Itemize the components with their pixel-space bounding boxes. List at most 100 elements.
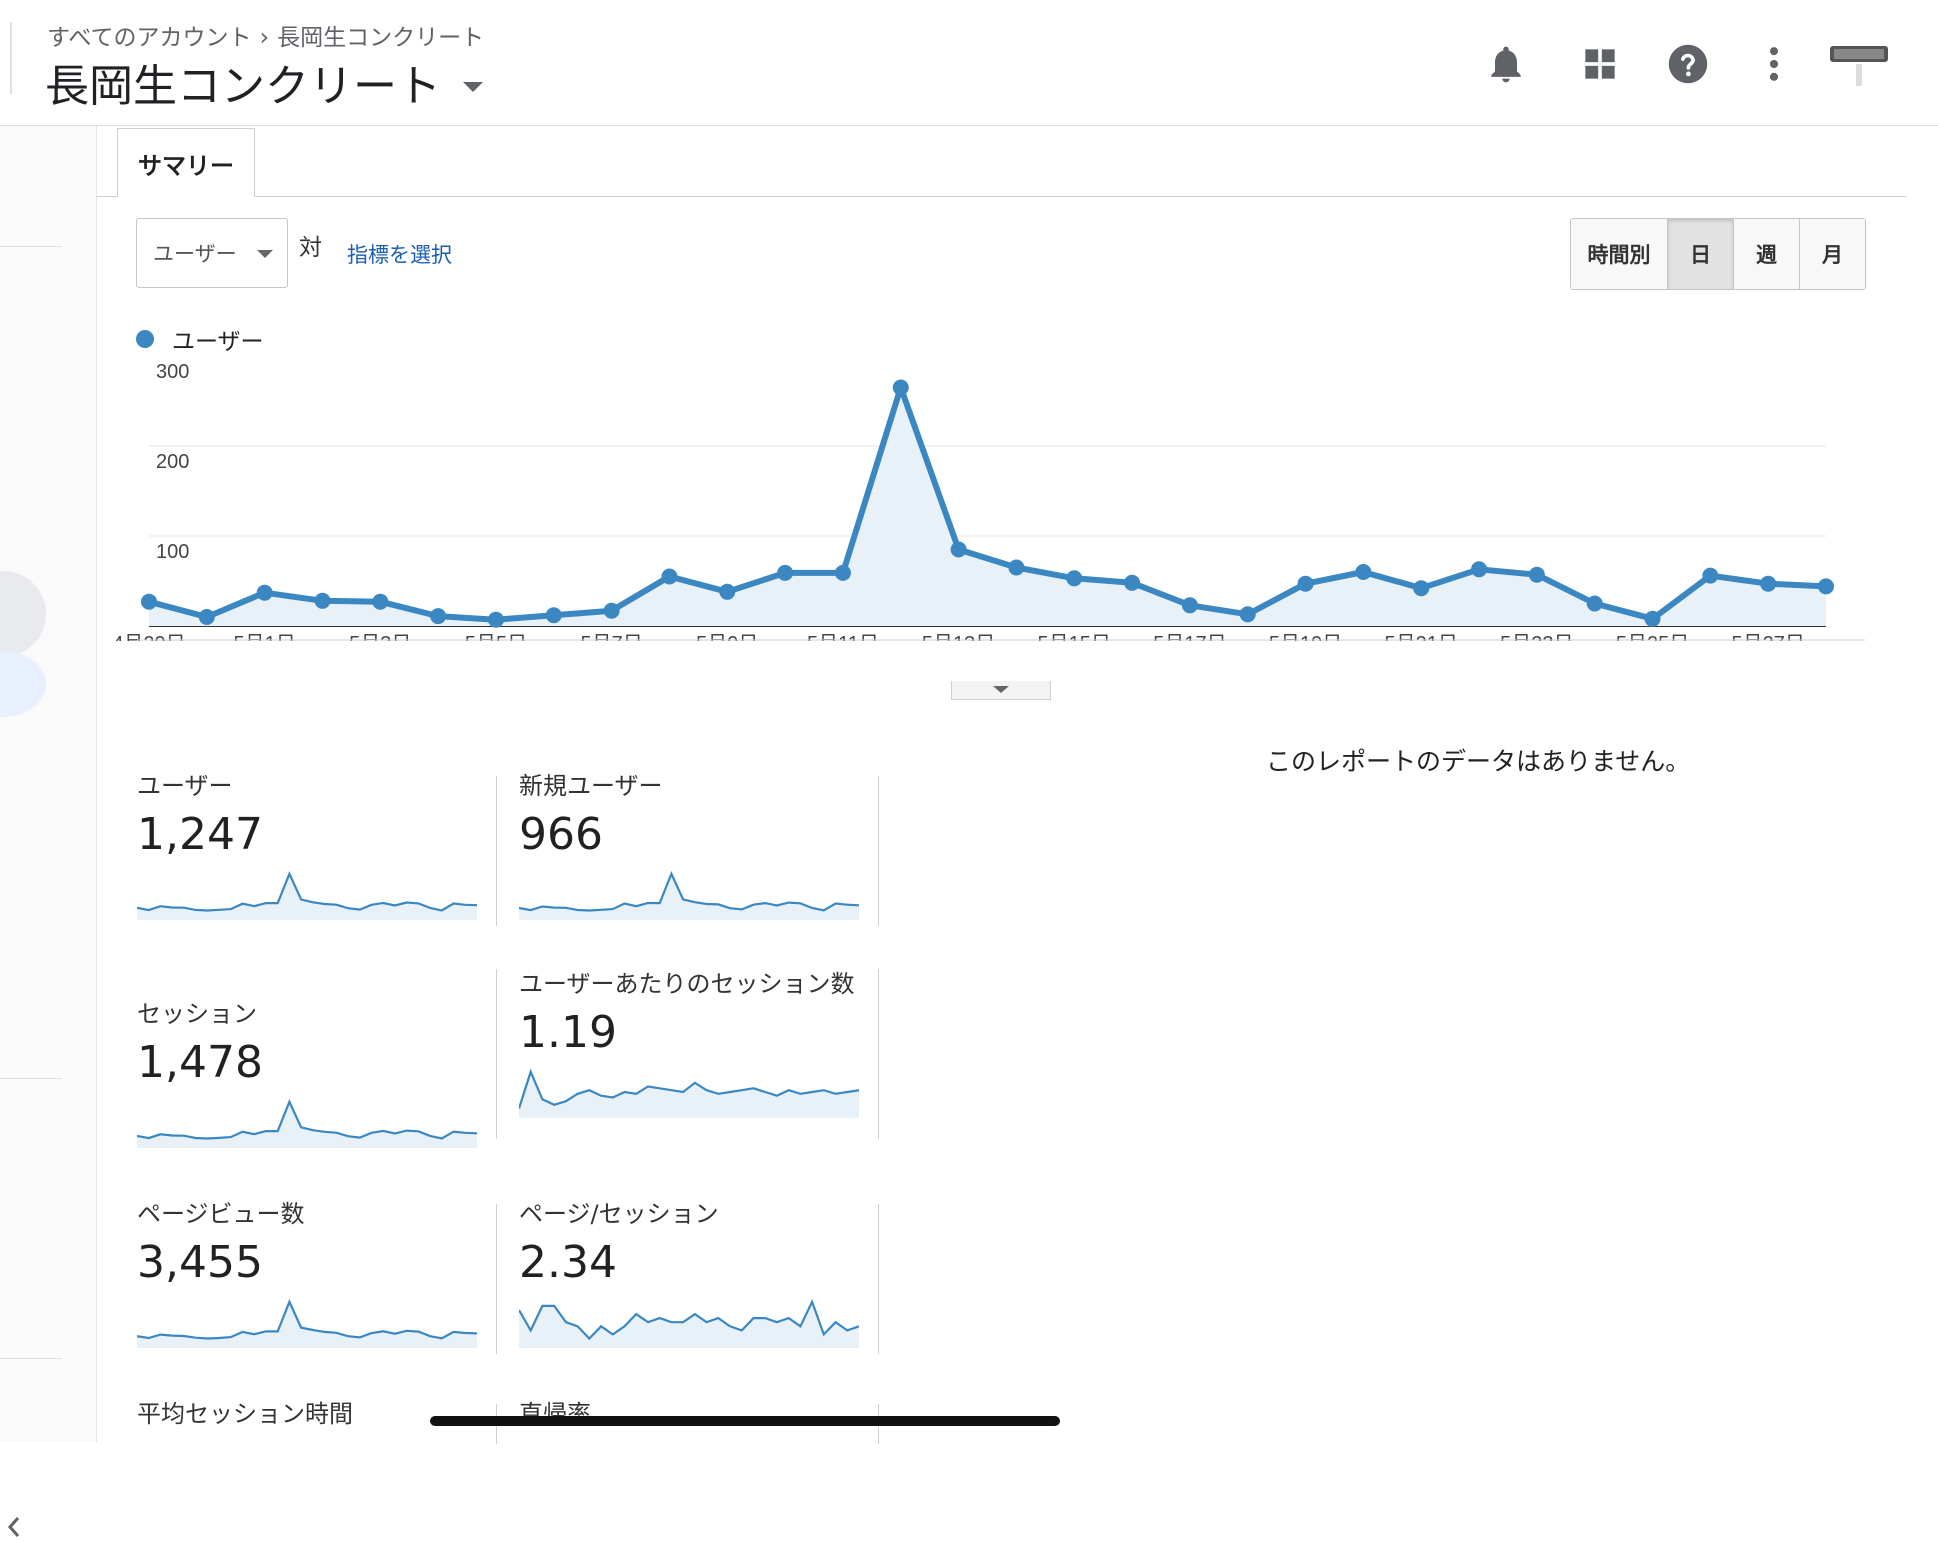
- x-tick-label: 5月25日: [1616, 633, 1689, 641]
- data-point: [719, 583, 736, 600]
- data-point: [834, 564, 851, 581]
- chart-legend: ユーザー: [136, 322, 264, 356]
- data-point: [1644, 610, 1661, 627]
- help-icon[interactable]: [1666, 42, 1710, 86]
- rail-nav-item[interactable]: [0, 651, 46, 717]
- chevron-left-icon[interactable]: [4, 1512, 24, 1542]
- x-tick-label: 5月3日: [349, 633, 411, 641]
- metric-tile-pageviews[interactable]: ページビュー数 3,455: [137, 1199, 519, 1348]
- sparkline-area: [519, 873, 859, 920]
- data-point: [1413, 580, 1430, 597]
- y-tick-label: 100: [156, 541, 189, 563]
- metric-label: セッション: [137, 1000, 257, 1028]
- users-series-line: [148, 384, 1827, 623]
- metric-label: ユーザーあたりのセッション数: [519, 970, 855, 998]
- metric-value: 1.19: [519, 1007, 617, 1058]
- data-point: [1239, 606, 1256, 623]
- breadcrumb-separator: ›: [259, 23, 270, 51]
- x-tick-label: 5月7日: [580, 633, 642, 641]
- metric-tile-new-users[interactable]: 新規ユーザー 966: [519, 771, 901, 920]
- bell-icon[interactable]: [1484, 42, 1528, 86]
- metric-label: 新規ユーザー: [519, 772, 663, 800]
- period-week-button[interactable]: 週: [1733, 219, 1799, 289]
- metric-tile-sessions[interactable]: セッション 1,478: [137, 999, 519, 1148]
- data-point: [892, 379, 909, 396]
- period-toggle-group: 時間別 日 週 月: [1570, 218, 1866, 290]
- metric-tile-users[interactable]: ユーザー 1,247: [137, 771, 519, 920]
- metric-tile-avg-session-duration[interactable]: 平均セッション時間: [137, 1399, 519, 1429]
- tile-divider: [878, 969, 879, 1139]
- rail-divider: [0, 1358, 62, 1359]
- sparkline-area: [519, 1071, 859, 1118]
- sparkline: [137, 1099, 477, 1148]
- sparkline: [519, 1298, 859, 1348]
- metric-value: 2.34: [519, 1237, 617, 1288]
- x-tick-label: 5月13日: [922, 633, 995, 641]
- metric-tile-sessions-per-user[interactable]: ユーザーあたりのセッション数 1.19: [519, 969, 879, 1118]
- x-tick-label: 5月17日: [1153, 633, 1226, 641]
- property-selector[interactable]: 長岡生コンクリート: [45, 50, 483, 114]
- data-point: [950, 541, 967, 558]
- period-day-button[interactable]: 日: [1667, 219, 1733, 289]
- avatar[interactable]: [1826, 36, 1892, 96]
- metric-tile-pages-per-session[interactable]: ページ/セッション 2.34: [519, 1199, 901, 1348]
- sparkline-line: [137, 871, 477, 912]
- select-metric-link[interactable]: 指標を選択: [347, 243, 452, 267]
- x-tick-label: 4月29日: [112, 633, 185, 641]
- tile-divider: [496, 1204, 497, 1354]
- data-point: [1124, 574, 1141, 591]
- tab-underline: [97, 196, 1906, 197]
- left-nav-rail: [0, 126, 97, 1537]
- data-point: [1355, 564, 1372, 580]
- home-indicator: [430, 1416, 1060, 1426]
- rail-divider: [0, 1078, 62, 1079]
- x-tick-label: 5月27日: [1731, 633, 1804, 641]
- breadcrumb-root-link[interactable]: すべてのアカウント: [47, 25, 252, 51]
- more-vert-icon[interactable]: [1752, 42, 1796, 86]
- data-point: [487, 611, 504, 628]
- apps-grid-icon[interactable]: [1578, 42, 1622, 86]
- metric-select-value: ユーザー: [153, 242, 237, 266]
- header-divider: [10, 22, 12, 94]
- metric-value: 1,247: [137, 809, 263, 860]
- chart-collapse-handle[interactable]: [951, 681, 1051, 700]
- metric-label: ページビュー数: [137, 1200, 305, 1228]
- breadcrumb-current[interactable]: 長岡生コンクリート: [277, 25, 485, 51]
- app-header: すべてのアカウント › 長岡生コンクリート 長岡生コンクリート: [0, 0, 1938, 126]
- sparkline: [137, 871, 477, 920]
- no-data-message: このレポートのデータはありません。: [1266, 747, 1691, 776]
- metric-value: 3,455: [137, 1237, 263, 1288]
- sparkline-line: [137, 1298, 477, 1340]
- metric-label: ユーザー: [137, 772, 233, 800]
- data-point: [1586, 595, 1603, 612]
- sparkline: [519, 871, 859, 920]
- data-point: [1760, 575, 1777, 592]
- sparkline-line: [519, 1298, 859, 1341]
- sparkline-line: [137, 1099, 477, 1140]
- sparkline: [137, 1298, 477, 1348]
- sparkline: [519, 1068, 859, 1118]
- data-point: [777, 564, 794, 581]
- data-point: [1181, 597, 1198, 614]
- metric-label: 平均セッション時間: [137, 1400, 353, 1428]
- sparkline-line: [519, 871, 859, 912]
- data-point: [198, 609, 215, 625]
- report-content: サマリー ユーザー 対 指標を選択 時間別 日 週 月 ユーザー 300 200 1…: [97, 126, 1906, 1444]
- rail-nav-item[interactable]: [0, 571, 46, 657]
- metric-value: 966: [519, 809, 603, 860]
- period-hourly-button[interactable]: 時間別: [1571, 219, 1667, 289]
- tile-divider: [878, 776, 879, 926]
- tile-divider: [496, 776, 497, 926]
- period-month-button[interactable]: 月: [1799, 219, 1865, 289]
- y-tick-label: 200: [156, 451, 189, 473]
- users-line-chart: 300 200 100 4月29日 5月1日 5月3日 5月5日 5月7日 5月9日 5月11日 5…: [112, 361, 1865, 641]
- data-point: [430, 608, 447, 625]
- metric-select[interactable]: ユーザー: [136, 218, 288, 288]
- data-point: [1066, 570, 1083, 587]
- x-tick-label: 5月9日: [696, 633, 758, 641]
- tab-summary[interactable]: サマリー: [117, 128, 255, 197]
- tile-divider: [496, 969, 497, 1139]
- legend-dot-icon: [136, 330, 154, 348]
- caret-down-icon: [463, 82, 483, 92]
- caret-down-icon: [257, 250, 273, 258]
